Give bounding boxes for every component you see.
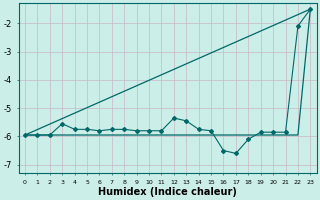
X-axis label: Humidex (Indice chaleur): Humidex (Indice chaleur) [98, 187, 237, 197]
